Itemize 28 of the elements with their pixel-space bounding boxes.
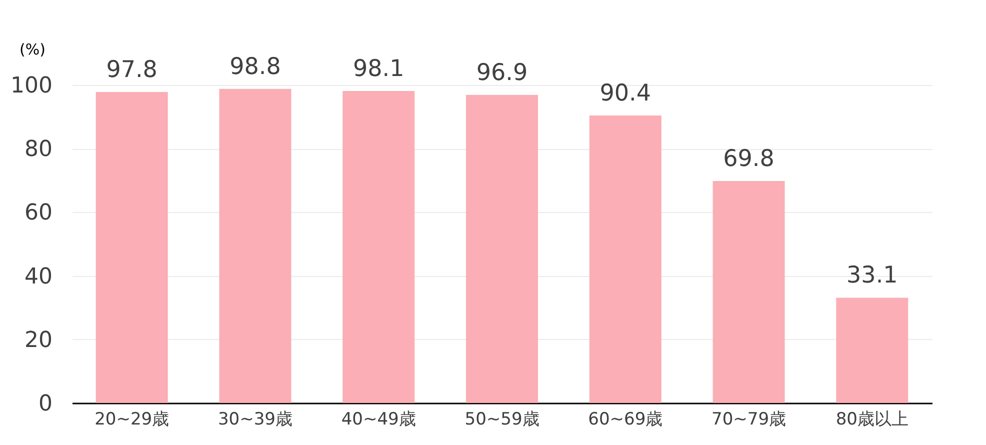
bar: [589, 116, 662, 403]
y-tick-label: 100: [10, 74, 52, 98]
data-label: 97.8: [106, 56, 158, 83]
bar: [466, 94, 538, 403]
bar: [96, 92, 168, 403]
data-label: 98.1: [353, 56, 404, 82]
data-label: 96.9: [476, 60, 528, 86]
data-label: 90.4: [600, 80, 651, 107]
x-tick-label: 30~39歳: [218, 410, 292, 430]
x-tick-label: 60~69歳: [588, 410, 663, 430]
x-tick-label: 20~29歳: [94, 410, 170, 430]
y-tick-label: 20: [24, 328, 52, 353]
data-label: 33.1: [846, 262, 898, 289]
bar: [342, 91, 415, 403]
x-tick-label: 40~49歳: [341, 410, 416, 430]
x-tick-label: 50~59歳: [464, 410, 540, 430]
y-tick-label: 0: [38, 392, 52, 416]
data-label: 69.8: [723, 146, 774, 172]
x-tick-label: 80歳以上: [836, 410, 908, 430]
y-tick-label: 40: [24, 264, 52, 290]
y-tick-label: 60: [24, 200, 52, 226]
bar: [836, 298, 908, 403]
data-label: 98.8: [230, 54, 281, 80]
bar: [712, 181, 785, 403]
y-axis-title: (%): [20, 40, 46, 58]
x-tick-label: 70~79歳: [712, 410, 786, 430]
bar: [219, 88, 292, 403]
y-tick-label: 80: [24, 137, 52, 162]
